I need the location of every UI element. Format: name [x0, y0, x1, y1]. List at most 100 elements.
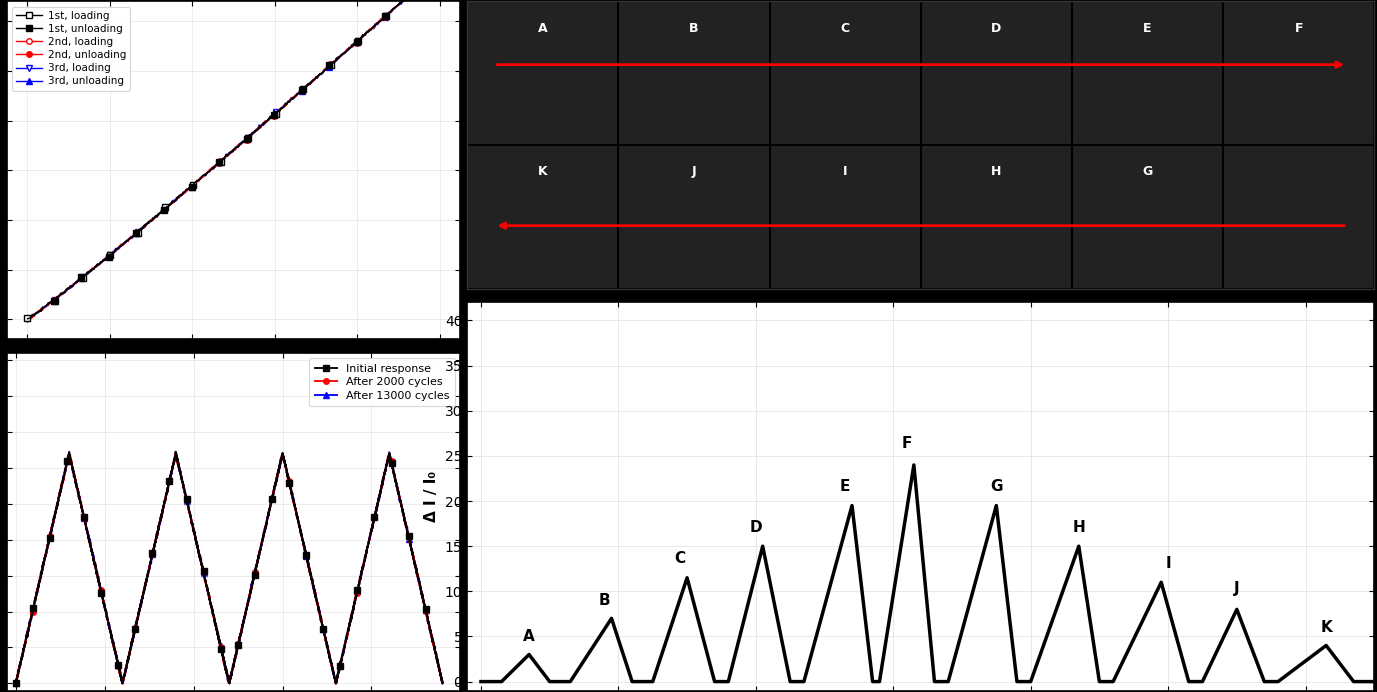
X-axis label: Strain(%): Strain(%): [197, 363, 271, 376]
Legend: 1st, loading, 1st, unloading, 2nd, loading, 2nd, unloading, 3rd, loading, 3rd, u: 1st, loading, 1st, unloading, 2nd, loadi…: [12, 7, 129, 91]
2nd, loading: [22, 313, 39, 322]
Text: G: G: [990, 479, 1002, 494]
After 13000 cycles: [56, 468, 73, 477]
1st, unloading: [84, 266, 101, 274]
After 2000 cycles: [380, 452, 397, 460]
Text: D: D: [749, 520, 761, 536]
Line: 3rd, loading: 3rd, loading: [25, 0, 442, 322]
3rd, unloading: [58, 286, 74, 295]
3rd, unloading: [187, 179, 204, 187]
3rd, unloading: [84, 266, 101, 274]
After 13000 cycles: [172, 466, 189, 474]
Y-axis label: Δ I / I₀: Δ I / I₀: [424, 471, 439, 522]
3rd, loading: [264, 112, 281, 120]
1st, unloading: [19, 315, 36, 323]
1st, loading: [264, 112, 281, 120]
2nd, loading: [264, 111, 281, 119]
Text: K: K: [1321, 619, 1332, 635]
Text: J: J: [1234, 581, 1239, 596]
After 13000 cycles: [61, 448, 77, 456]
1st, loading: [266, 110, 282, 118]
2nd, loading: [19, 314, 36, 322]
Text: B: B: [690, 21, 698, 35]
After 13000 cycles: [380, 452, 397, 460]
2nd, unloading: [58, 286, 74, 294]
Text: K: K: [538, 165, 548, 179]
2nd, loading: [21, 315, 37, 323]
1st, loading: [368, 20, 384, 28]
2nd, unloading: [187, 179, 204, 187]
1st, unloading: [179, 185, 196, 193]
Initial response: [81, 537, 98, 545]
Text: I: I: [1165, 556, 1170, 570]
Text: E: E: [840, 479, 851, 494]
2nd, unloading: [186, 181, 202, 189]
Line: 1st, unloading: 1st, unloading: [25, 0, 442, 322]
After 2000 cycles: [171, 465, 187, 473]
Line: 3rd, unloading: 3rd, unloading: [25, 0, 442, 322]
Line: 2nd, unloading: 2nd, unloading: [25, 0, 442, 322]
3rd, loading: [392, 0, 409, 7]
Legend: Initial response, After 2000 cycles, After 13000 cycles: Initial response, After 2000 cycles, Aft…: [308, 358, 454, 406]
Text: F: F: [902, 437, 912, 451]
3rd, unloading: [186, 181, 202, 189]
Line: 1st, loading: 1st, loading: [25, 0, 442, 321]
Initial response: [56, 470, 73, 478]
Text: A: A: [523, 628, 534, 644]
After 2000 cycles: [61, 448, 77, 457]
Text: D: D: [991, 21, 1001, 35]
Text: E: E: [1143, 21, 1151, 35]
2nd, loading: [394, 0, 410, 4]
After 13000 cycles: [434, 680, 450, 688]
Line: After 13000 cycles: After 13000 cycles: [12, 449, 445, 686]
Initial response: [171, 466, 187, 474]
After 2000 cycles: [56, 468, 73, 477]
Text: F: F: [1294, 21, 1303, 35]
Initial response: [380, 452, 397, 460]
1st, unloading: [58, 286, 74, 295]
2nd, loading: [368, 19, 384, 27]
After 13000 cycles: [81, 540, 98, 548]
2nd, loading: [266, 111, 282, 119]
2nd, unloading: [19, 316, 36, 324]
2nd, loading: [273, 104, 289, 113]
After 13000 cycles: [7, 679, 23, 687]
3rd, loading: [19, 316, 36, 324]
3rd, loading: [366, 21, 383, 30]
1st, unloading: [186, 179, 202, 188]
Initial response: [168, 448, 185, 456]
2nd, unloading: [84, 265, 101, 273]
After 2000 cycles: [190, 545, 207, 553]
After 13000 cycles: [427, 646, 443, 654]
Line: Initial response: Initial response: [12, 449, 445, 686]
Text: C: C: [840, 21, 850, 35]
After 2000 cycles: [434, 678, 450, 686]
Text: H: H: [1073, 520, 1085, 536]
1st, loading: [21, 314, 37, 322]
1st, loading: [19, 314, 36, 322]
3rd, unloading: [179, 185, 196, 194]
1st, loading: [22, 313, 39, 321]
After 2000 cycles: [7, 680, 23, 688]
Text: G: G: [1143, 165, 1153, 179]
Initial response: [190, 547, 207, 555]
3rd, loading: [21, 314, 37, 322]
Text: J: J: [691, 165, 697, 179]
2nd, unloading: [179, 185, 196, 194]
Line: 2nd, loading: 2nd, loading: [25, 0, 442, 322]
3rd, loading: [271, 105, 288, 113]
After 13000 cycles: [8, 680, 25, 688]
Initial response: [7, 680, 23, 688]
1st, unloading: [187, 178, 204, 186]
After 13000 cycles: [190, 546, 207, 554]
Text: I: I: [843, 165, 847, 179]
Line: After 2000 cycles: After 2000 cycles: [12, 450, 445, 686]
1st, loading: [394, 0, 410, 3]
Initial response: [425, 644, 442, 653]
1st, loading: [273, 104, 289, 112]
Text: H: H: [991, 165, 1001, 179]
Text: C: C: [675, 551, 686, 566]
3rd, unloading: [19, 316, 36, 324]
Text: B: B: [599, 592, 610, 608]
After 2000 cycles: [425, 645, 442, 653]
